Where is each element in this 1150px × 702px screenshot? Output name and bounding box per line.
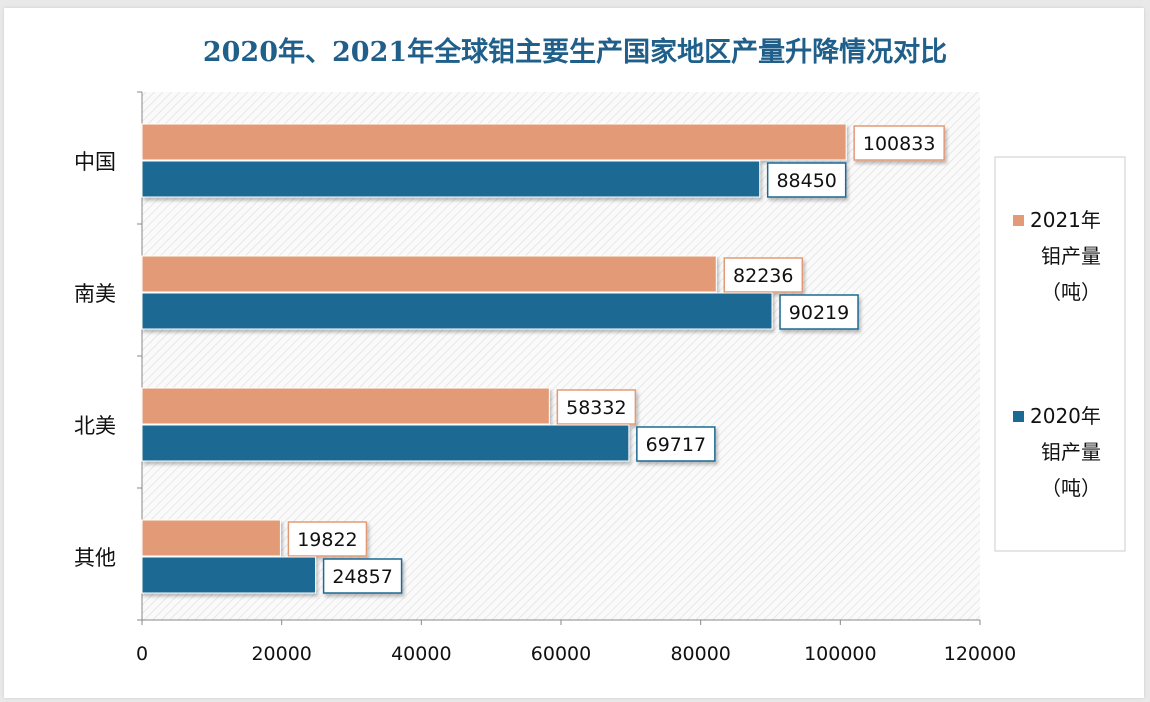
x-tick-label: 60000 [531, 643, 591, 665]
x-tick-label: 40000 [391, 643, 451, 665]
legend-label: 2021年 [1030, 208, 1101, 232]
category-label: 南美 [74, 282, 116, 306]
legend-label: （吨） [1041, 476, 1101, 500]
data-label-box [287, 521, 368, 557]
data-label-box [556, 389, 637, 425]
legend-label: 钼产量 [1041, 440, 1101, 464]
bar [141, 255, 717, 293]
data-label: 24857 [332, 566, 392, 588]
data-label: 19822 [297, 529, 357, 551]
x-tick-label: 20000 [251, 643, 311, 665]
legend-label: 钼产量 [1041, 244, 1101, 268]
bar [141, 424, 630, 462]
legend-label: （吨） [1041, 280, 1101, 304]
bar [141, 292, 773, 330]
data-label: 82236 [733, 265, 793, 287]
x-tick-label: 80000 [670, 643, 730, 665]
legend-swatch [1013, 215, 1024, 226]
bar [141, 519, 281, 557]
x-tick-label: 120000 [944, 643, 1017, 665]
data-label-box [723, 257, 804, 293]
data-label: 88450 [776, 170, 836, 192]
data-label: 69717 [646, 434, 706, 456]
bar [141, 556, 317, 594]
bar [141, 160, 761, 198]
legend-label: 2020年 [1030, 404, 1101, 428]
data-label-box [636, 426, 716, 462]
bar [141, 123, 847, 161]
category-label: 其他 [74, 546, 116, 570]
chart-title: 2020年、2021年全球钼主要生产国家地区产量升降情况对比 [203, 36, 947, 68]
data-label-box [853, 125, 945, 161]
bar [141, 387, 550, 425]
category-label: 北美 [74, 414, 116, 438]
data-label: 90219 [789, 302, 849, 324]
x-tick-label: 0 [136, 643, 148, 665]
data-label: 100833 [863, 133, 936, 155]
data-label-box [766, 162, 847, 198]
legend-swatch [1013, 411, 1024, 422]
data-label-box [322, 558, 403, 594]
x-tick-label: 100000 [804, 643, 877, 665]
category-label: 中国 [74, 150, 116, 174]
data-label-box [779, 294, 859, 330]
data-label: 58332 [566, 397, 626, 419]
